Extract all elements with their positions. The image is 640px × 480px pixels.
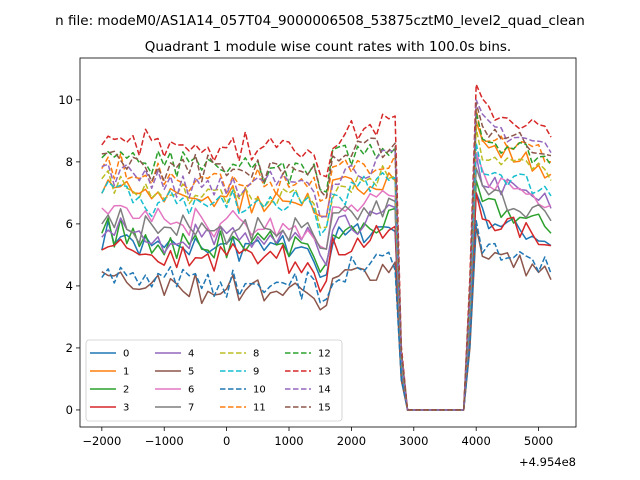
- legend-label-12: 12: [318, 349, 331, 360]
- x-offset-label: +4.954e8: [519, 455, 576, 469]
- plot-area: [101, 83, 552, 411]
- y-tick-label: 2: [66, 341, 73, 355]
- legend-label-4: 4: [188, 349, 194, 360]
- y-tick-label: 0: [66, 403, 73, 417]
- legend-label-5: 5: [188, 367, 194, 378]
- x-tick-label: 2000: [337, 434, 366, 448]
- legend-label-2: 2: [123, 385, 129, 396]
- legend-label-6: 6: [188, 385, 194, 396]
- x-tick-label: 0: [223, 434, 230, 448]
- series-line-15: [101, 102, 552, 411]
- x-tick-label: −1000: [145, 434, 184, 448]
- series-line-10: [101, 220, 552, 411]
- x-tick-label: −2000: [82, 434, 121, 448]
- legend-label-0: 0: [123, 349, 129, 360]
- legend-label-9: 9: [253, 367, 259, 378]
- x-tick-label: 3000: [399, 434, 428, 448]
- x-tick-label: 1000: [274, 434, 303, 448]
- legend-label-13: 13: [318, 367, 331, 378]
- legend-label-7: 7: [188, 403, 194, 414]
- legend-label-8: 8: [253, 349, 259, 360]
- y-tick-label: 6: [66, 217, 73, 231]
- y-tick-label: 4: [66, 279, 73, 293]
- series-line-3: [101, 192, 552, 411]
- chart-title: Quadrant 1 module wise count rates with …: [145, 39, 511, 55]
- series-line-14: [101, 99, 552, 411]
- legend-label-10: 10: [253, 385, 266, 396]
- legend-label-11: 11: [253, 403, 266, 414]
- series-line-9: [101, 142, 552, 411]
- legend-box: [85, 339, 343, 422]
- legend-label-14: 14: [318, 385, 331, 396]
- series-line-13: [101, 83, 552, 411]
- y-tick-label: 10: [58, 93, 73, 107]
- axes-frame: [79, 57, 577, 428]
- x-tick-label: 4000: [462, 434, 491, 448]
- x-tick-label: 5000: [524, 434, 553, 448]
- legend-label-3: 3: [123, 403, 129, 414]
- legend-label-15: 15: [318, 403, 331, 414]
- legend-label-1: 1: [123, 367, 129, 378]
- series-line-12: [101, 111, 552, 411]
- figure-suptitle: n file: modeM0/AS1A14_057T04_9000006508_…: [55, 13, 585, 29]
- series-line-7: [101, 167, 552, 411]
- y-tick-label: 8: [66, 155, 73, 169]
